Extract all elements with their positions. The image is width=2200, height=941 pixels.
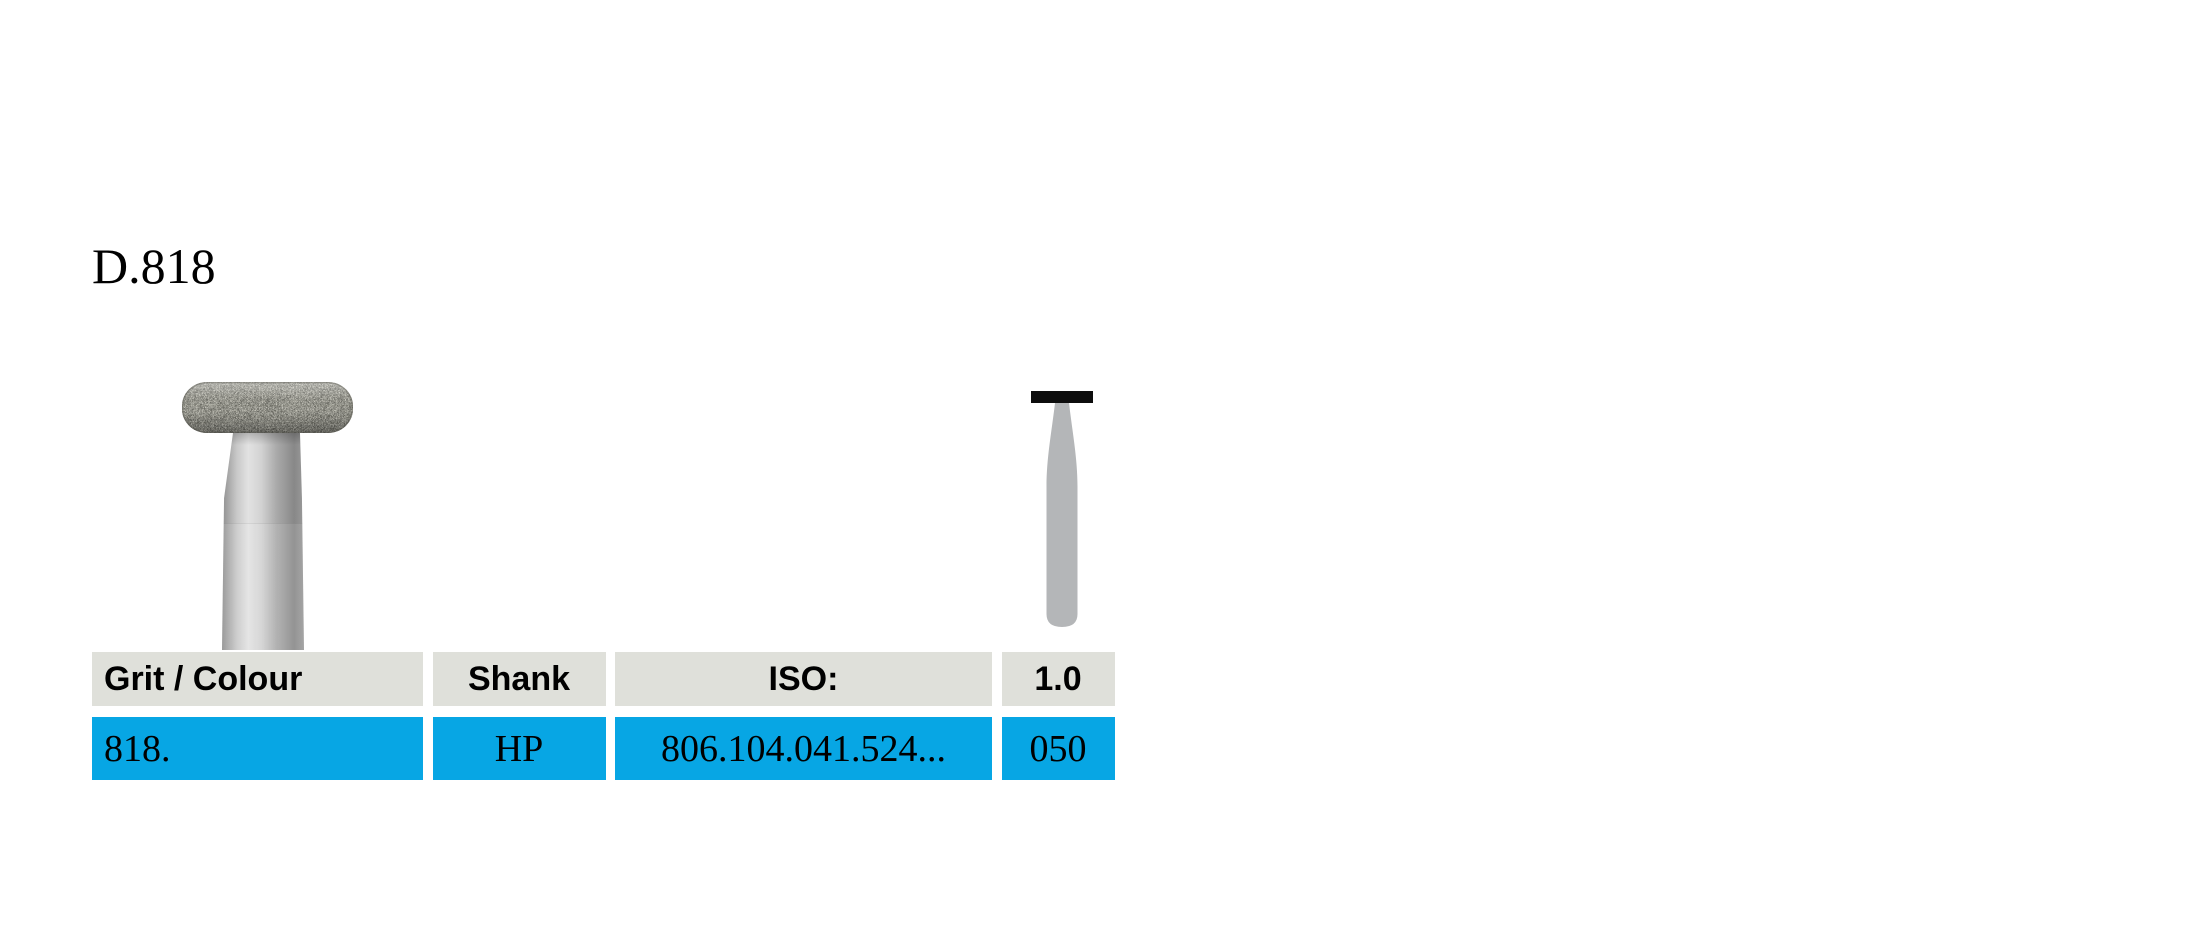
header-cell-grit-colour: Grit / Colour xyxy=(92,652,423,706)
value-cell-iso[interactable]: 806.104.041.524... xyxy=(615,717,992,780)
value-cell-grit: 818. xyxy=(92,717,423,780)
diamond-wheel-bur-photo xyxy=(130,355,390,650)
spec-table: Grit / Colour Shank ISO: 1.0 818. HP 806… xyxy=(92,652,1115,780)
silhouette-head-bar xyxy=(1031,391,1093,403)
header-cell-size: 1.0 xyxy=(1001,652,1115,706)
product-code: D.818 xyxy=(92,238,216,294)
bur-profile-silhouette xyxy=(1031,391,1093,628)
value-cell-shank: HP xyxy=(432,717,606,780)
silhouette-shank xyxy=(1046,403,1078,627)
header-cell-iso: ISO: xyxy=(615,652,992,706)
value-cell-size: 050 xyxy=(1001,717,1115,780)
bur-shank-image xyxy=(222,433,304,650)
diamond-disc-image xyxy=(182,382,354,433)
header-cell-shank: Shank xyxy=(432,652,606,706)
